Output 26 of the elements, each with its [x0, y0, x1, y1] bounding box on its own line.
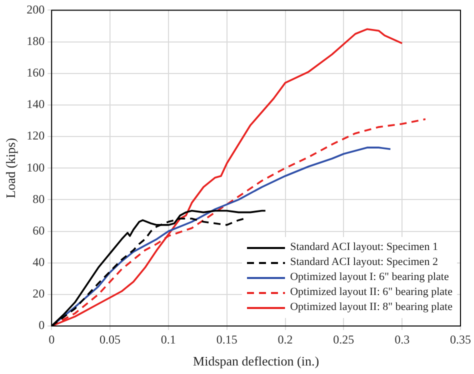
x-tick-label: 0	[48, 332, 55, 346]
legend-label: Standard ACI layout: Specimen 1	[290, 240, 438, 255]
y-tick-label: 40	[32, 254, 45, 269]
x-tick-label: 0.25	[333, 332, 354, 346]
legend-label: Optimized layout II: 8" bearing plate	[290, 300, 452, 315]
y-tick-label: 80	[32, 192, 45, 206]
x-tick-label: 0.2	[278, 332, 293, 346]
x-tick-label: 0.05	[100, 332, 121, 346]
x-tick-label: 0.1	[160, 332, 176, 346]
legend-label: Standard ACI layout: Specimen 2	[290, 255, 438, 270]
y-tick-label: 60	[32, 223, 45, 238]
x-axis-title: Midspan deflection (in.)	[193, 354, 320, 369]
y-axis-title: Load (kips)	[3, 138, 18, 198]
x-tick-label: 0.15	[216, 332, 238, 346]
x-tick-label: 0.35	[450, 332, 471, 346]
y-tick-label: 20	[32, 286, 45, 301]
y-tick-label: 100	[26, 160, 45, 174]
legend-label: Optimized layout II: 6" bearing plate	[290, 285, 452, 300]
x-tick-label: 0.3	[394, 332, 410, 346]
y-tick-label: 140	[26, 97, 45, 112]
y-tick-label: 0	[38, 318, 45, 332]
legend-label: Optimized layout I: 6" bearing plate	[290, 270, 449, 285]
y-tick-label: 160	[26, 66, 45, 80]
y-tick-label: 200	[26, 2, 45, 16]
y-tick-label: 180	[26, 34, 45, 48]
y-tick-label: 120	[26, 128, 45, 143]
